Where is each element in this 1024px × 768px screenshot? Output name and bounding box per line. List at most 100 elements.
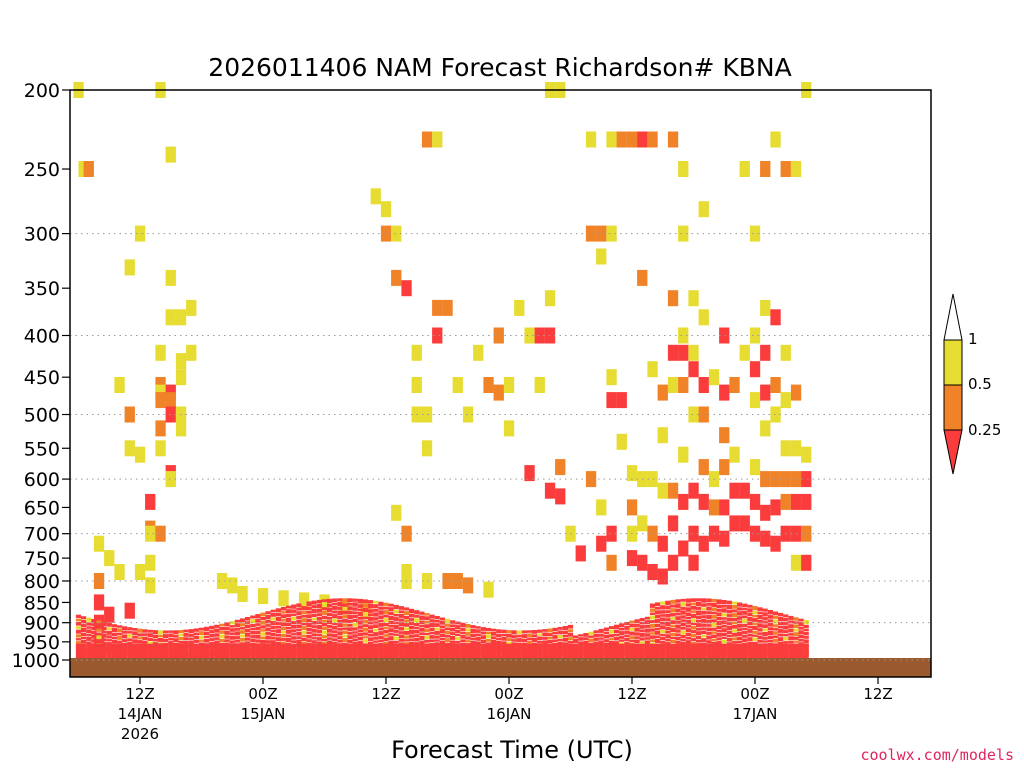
bl-cell: [429, 635, 435, 639]
bl-cell: [86, 629, 92, 633]
credit-link[interactable]: coolwx.com/models: [860, 746, 1014, 764]
bl-cell: [321, 602, 328, 607]
heat-cell: [801, 446, 812, 463]
bl-cell: [567, 629, 574, 633]
bl-cell: [701, 615, 707, 619]
bl-cell: [234, 636, 240, 640]
bl-cell: [316, 603, 322, 609]
bl-cell: [675, 643, 681, 660]
bl-cell: [296, 631, 302, 636]
bl-cell: [229, 625, 235, 628]
heat-cell: [462, 577, 474, 594]
bl-cell: [675, 624, 681, 629]
bl-cell: [424, 632, 430, 636]
bl-cell: [291, 604, 297, 609]
bl-cell: [455, 643, 461, 660]
bl-cell: [347, 602, 353, 606]
bl-cell: [660, 617, 666, 622]
bl-cell: [583, 643, 589, 660]
bl-cell: [116, 632, 123, 636]
y-tick-label: 850: [24, 592, 60, 614]
heat-cell: [391, 225, 402, 242]
bl-cell: [690, 602, 697, 606]
heat-cell: [719, 530, 730, 547]
bl-cell: [388, 632, 394, 636]
bl-cell: [137, 637, 143, 640]
bl-cell: [634, 632, 640, 636]
bl-cell: [506, 633, 512, 638]
bl-cell: [639, 641, 645, 644]
bl-cell: [214, 624, 220, 628]
bl-cell: [321, 635, 328, 639]
bl-cell: [409, 608, 415, 614]
bl-cell: [352, 627, 358, 631]
bl-cell: [485, 643, 492, 660]
bl-cell: [737, 628, 743, 632]
bl-cell: [680, 606, 686, 610]
y-axis: 200 250 300 350 400 450 500 550 600 650 7007508008…: [12, 80, 70, 672]
bl-cell: [296, 607, 302, 611]
bl-cell: [311, 637, 317, 640]
bl-cell: [506, 638, 512, 642]
bl-cell: [250, 619, 256, 624]
bl-cell: [362, 643, 369, 660]
bl-cell: [147, 641, 153, 644]
bl-cell: [260, 639, 266, 644]
y-tick-label: 700: [24, 524, 60, 546]
bl-cell: [357, 629, 363, 633]
bl-cell: [496, 640, 502, 645]
bl-cell: [614, 641, 620, 645]
bl-cell: [398, 613, 404, 618]
bl-cell: [224, 639, 230, 642]
heat-cell: [657, 482, 668, 499]
bl-cell: [383, 642, 389, 646]
bl-cell: [347, 643, 353, 660]
bl-cell: [511, 630, 517, 635]
heat-cell: [165, 309, 176, 326]
heat-cell: [319, 594, 330, 611]
bl-cell: [301, 641, 307, 645]
bl-cell: [306, 627, 312, 632]
heat-cell: [165, 146, 176, 163]
bl-cell: [127, 643, 133, 660]
bl-cell: [368, 630, 374, 634]
bl-cell: [460, 631, 466, 635]
bl-cell: [783, 614, 789, 617]
heat-cell: [114, 377, 125, 393]
bl-cell: [352, 598, 358, 602]
bl-cell: [368, 600, 374, 604]
bl-cell: [696, 601, 702, 606]
bl-cell: [81, 639, 87, 644]
bl-cell: [649, 632, 656, 635]
bl-cell: [96, 628, 102, 632]
bl-cell: [778, 616, 784, 622]
bl-cell: [250, 630, 256, 635]
bl-cell: [245, 632, 251, 637]
bl-cell: [675, 603, 681, 608]
bl-cell: [731, 601, 738, 605]
bl-cell: [357, 604, 363, 608]
bl-cell: [311, 628, 317, 633]
bl-cell: [798, 635, 804, 639]
bl-cell: [255, 634, 261, 639]
bl-cell: [332, 610, 338, 614]
bl-cell: [639, 643, 645, 660]
bl-cell: [578, 643, 584, 660]
bl-cell: [219, 643, 225, 660]
chart-title: 2026011406 NAM Forecast Richardson# KBNA: [208, 53, 791, 82]
bl-cell: [737, 602, 743, 607]
bl-cell: [132, 643, 138, 660]
bl-cell: [347, 606, 353, 611]
bl-cell: [409, 613, 415, 618]
bl-cell: [409, 634, 415, 638]
bl-cell: [788, 640, 794, 644]
bl-cell: [265, 635, 271, 640]
bl-cell: [716, 599, 722, 604]
y-tick-label: 600: [24, 469, 60, 491]
heat-cell: [596, 499, 607, 516]
bl-cell: [537, 633, 543, 636]
bl-cell: [665, 638, 671, 642]
heat-cell: [626, 499, 638, 516]
bl-cell: [485, 631, 492, 635]
bl-cell: [101, 643, 107, 660]
